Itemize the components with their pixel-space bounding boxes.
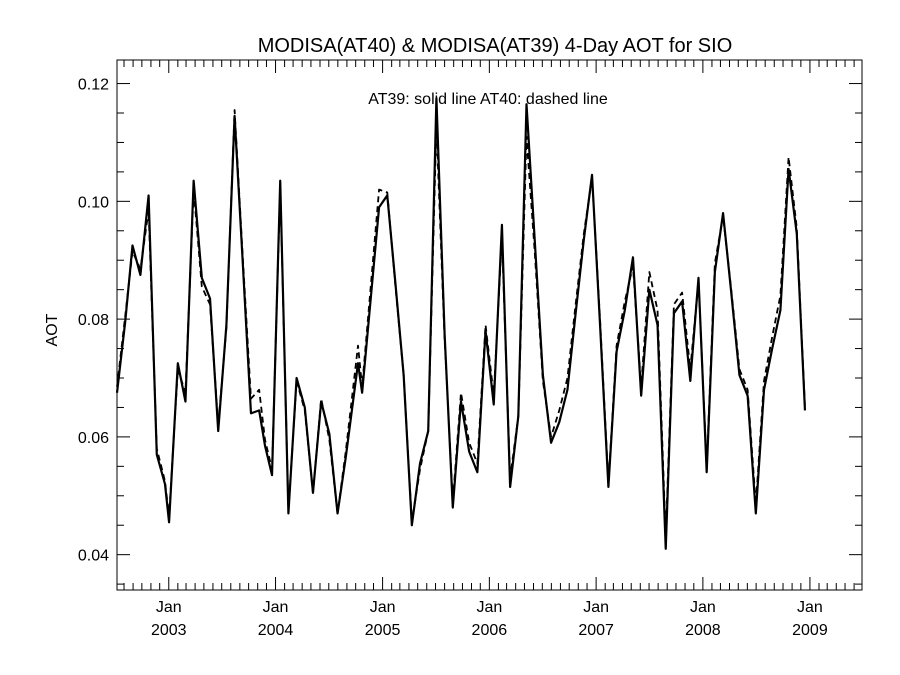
y-tick-label: 0.04: [78, 548, 109, 565]
y-tick-label: 0.10: [78, 194, 109, 211]
legend-annotation: AT39: solid line AT40: dashed line: [368, 91, 608, 108]
y-axis-ticks: 0.04 0.06 0.08 0.10 0.12: [78, 77, 862, 585]
plot-frame: [116, 59, 863, 591]
x-tick-label-year: 2006: [472, 622, 508, 639]
x-tick-label-year: 2003: [151, 622, 187, 639]
x-tick-label-month: Jan: [583, 599, 609, 616]
x-tick-label-month: Jan: [476, 599, 502, 616]
series-layer: [115, 97, 807, 550]
x-tick-label-year: 2007: [578, 622, 614, 639]
x-tick-label-year: 2004: [258, 622, 294, 639]
y-tick-label: 0.12: [78, 77, 109, 94]
x-tick-label-month: Jan: [263, 599, 289, 616]
x-tick-label-month: Jan: [797, 599, 823, 616]
x-tick-label-month: Jan: [690, 599, 716, 616]
series-line-at40: [116, 109, 806, 538]
plot-area: [116, 59, 863, 591]
y-axis-label: AOT: [44, 313, 61, 346]
x-tick-label-year: 2009: [792, 622, 828, 639]
chart-title: MODISA(AT40) & MODISA(AT39) 4-Day AOT fo…: [258, 35, 733, 57]
y-tick-label: 0.06: [78, 430, 109, 447]
x-tick-label-month: Jan: [156, 599, 182, 616]
series-line-at39: [115, 97, 807, 550]
x-tick-label-year: 2005: [365, 622, 401, 639]
x-axis-ticks: Jan 2003 Jan 2004 Jan 2005 Jan 2006 Jan 2007 Jan 20…: [123, 60, 855, 639]
x-tick-label-year: 2008: [685, 622, 721, 639]
y-tick-label: 0.08: [78, 312, 109, 329]
x-tick-label-month: Jan: [370, 599, 396, 616]
